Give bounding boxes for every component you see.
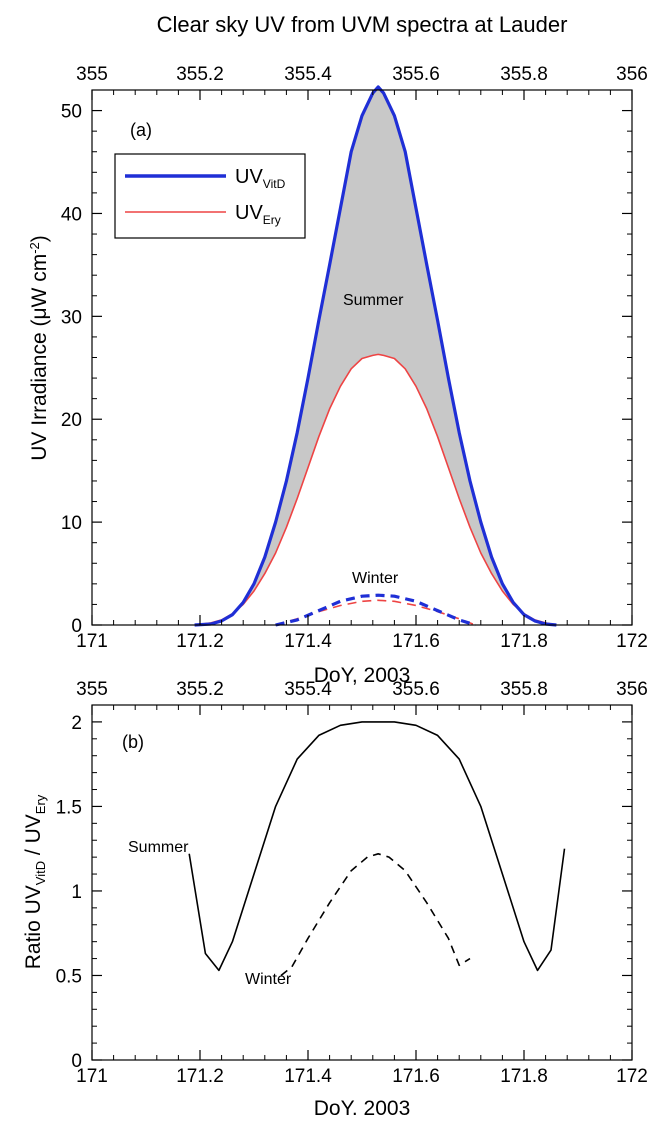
y-tick-label: 20 xyxy=(61,410,82,431)
y-tick-label: 40 xyxy=(61,204,82,225)
x2-tick-label: 355.4 xyxy=(284,679,332,700)
series-line-a-summer-uvery xyxy=(194,353,557,626)
x2-tick-label: 356 xyxy=(616,64,648,85)
x-tick-label: 172 xyxy=(616,631,648,652)
x-tick-label: 171.6 xyxy=(392,631,440,652)
panel-b-y-axis-label: Ratio UVVitD / UVEry xyxy=(22,794,48,969)
ratio-sub2: Ery xyxy=(33,794,48,814)
ratio-mid: / UV xyxy=(22,814,45,861)
ratio-sub1: VitD xyxy=(33,861,48,885)
legend-box xyxy=(114,153,306,239)
x-tick-label: 171 xyxy=(76,1066,108,1087)
panel-a-data xyxy=(194,85,557,627)
legend: UVVitD UVEry xyxy=(114,153,306,239)
series-line-b-winter xyxy=(280,853,471,977)
panel-b-summer-label: Summer xyxy=(128,839,189,856)
legend-label-ery: UVEry xyxy=(235,202,281,227)
x2-tick-label: 355.2 xyxy=(176,679,224,700)
x-tick-label: 171 xyxy=(76,631,108,652)
panel-a-summer-label: Summer xyxy=(343,292,404,309)
panel-b-winter-label: Winter xyxy=(245,971,292,988)
x2-tick-label: 355.6 xyxy=(392,64,440,85)
panel-b-data xyxy=(188,721,566,977)
ratio-prefix: Ratio UV xyxy=(22,885,45,969)
x2-tick-label: 355.8 xyxy=(500,679,548,700)
panel-b-frame xyxy=(91,704,633,1061)
series-line-b-summer xyxy=(188,721,566,972)
legend-vitd-base: UV xyxy=(235,166,263,188)
panel-a: 171 355 171.2 355.2 171.4 355.4 171.6 355.6 171.… xyxy=(27,64,648,687)
x-tick-label: 171.6 xyxy=(392,1066,440,1087)
x-tick-label: 171.2 xyxy=(176,631,224,652)
y-label-main: UV Irradiance (μW cm xyxy=(28,254,51,461)
y-tick-label: 1 xyxy=(71,882,82,903)
y-tick-label: 0 xyxy=(71,616,82,637)
series-line-a-winter-uvery xyxy=(275,599,476,626)
x-tick-label: 171.4 xyxy=(284,1066,332,1087)
x2-tick-label: 355 xyxy=(76,679,108,700)
y-label-end: ) xyxy=(28,235,51,242)
panel-a-y-axis-label: UV Irradiance (μW cm-2) xyxy=(27,235,52,461)
panel-b-ticks: 171 355 171.2 355.2 171.4 355.4 171.6 355.6 171.… xyxy=(56,679,648,1087)
panel-a-label: (a) xyxy=(130,120,152,140)
legend-ery-sub: Ery xyxy=(263,213,281,227)
legend-vitd-sub: VitD xyxy=(263,177,286,191)
y-tick-label: 1.5 xyxy=(56,797,82,818)
x2-tick-label: 356 xyxy=(616,679,648,700)
y-tick-label: 0 xyxy=(71,1051,82,1072)
legend-label-vitd: UVVitD xyxy=(235,166,286,191)
x2-tick-label: 355 xyxy=(76,64,108,85)
panel-a-winter-label: Winter xyxy=(352,570,399,587)
x-tick-label: 171.4 xyxy=(284,631,332,652)
chart-title: Clear sky UV from UVM spectra at Lauder xyxy=(157,12,568,37)
x2-tick-label: 355.4 xyxy=(284,64,332,85)
y-tick-label: 0.5 xyxy=(56,966,82,987)
series-line-a-winter-uvvitd xyxy=(275,593,476,627)
panel-a-x-axis-label: DoY, 2003 xyxy=(314,664,411,687)
y-tick-label: 2 xyxy=(71,713,82,734)
x-tick-label: 171.8 xyxy=(500,1066,548,1087)
y-tick-label: 10 xyxy=(61,513,82,534)
panel-a-ticks: 171 355 171.2 355.2 171.4 355.4 171.6 355.6 171.… xyxy=(61,64,648,652)
x2-tick-label: 355.2 xyxy=(176,64,224,85)
x-tick-label: 172 xyxy=(616,1066,648,1087)
panel-b-label: (b) xyxy=(122,732,144,752)
y-tick-label: 30 xyxy=(61,307,82,328)
y-tick-label: 50 xyxy=(61,102,82,123)
series-line-a-summer-uvvitd xyxy=(194,85,557,627)
y-label-sup: -2 xyxy=(27,242,42,254)
x-tick-label: 171.8 xyxy=(500,631,548,652)
x-tick-label: 171.2 xyxy=(176,1066,224,1087)
panel-b-x-axis-label: DoY. 2003 xyxy=(314,1097,411,1120)
x2-tick-label: 355.6 xyxy=(392,679,440,700)
x2-tick-label: 355.8 xyxy=(500,64,548,85)
panel-b: 171 355 171.2 355.2 171.4 355.4 171.6 355.6 171.… xyxy=(22,679,648,1120)
legend-ery-base: UV xyxy=(235,202,263,224)
